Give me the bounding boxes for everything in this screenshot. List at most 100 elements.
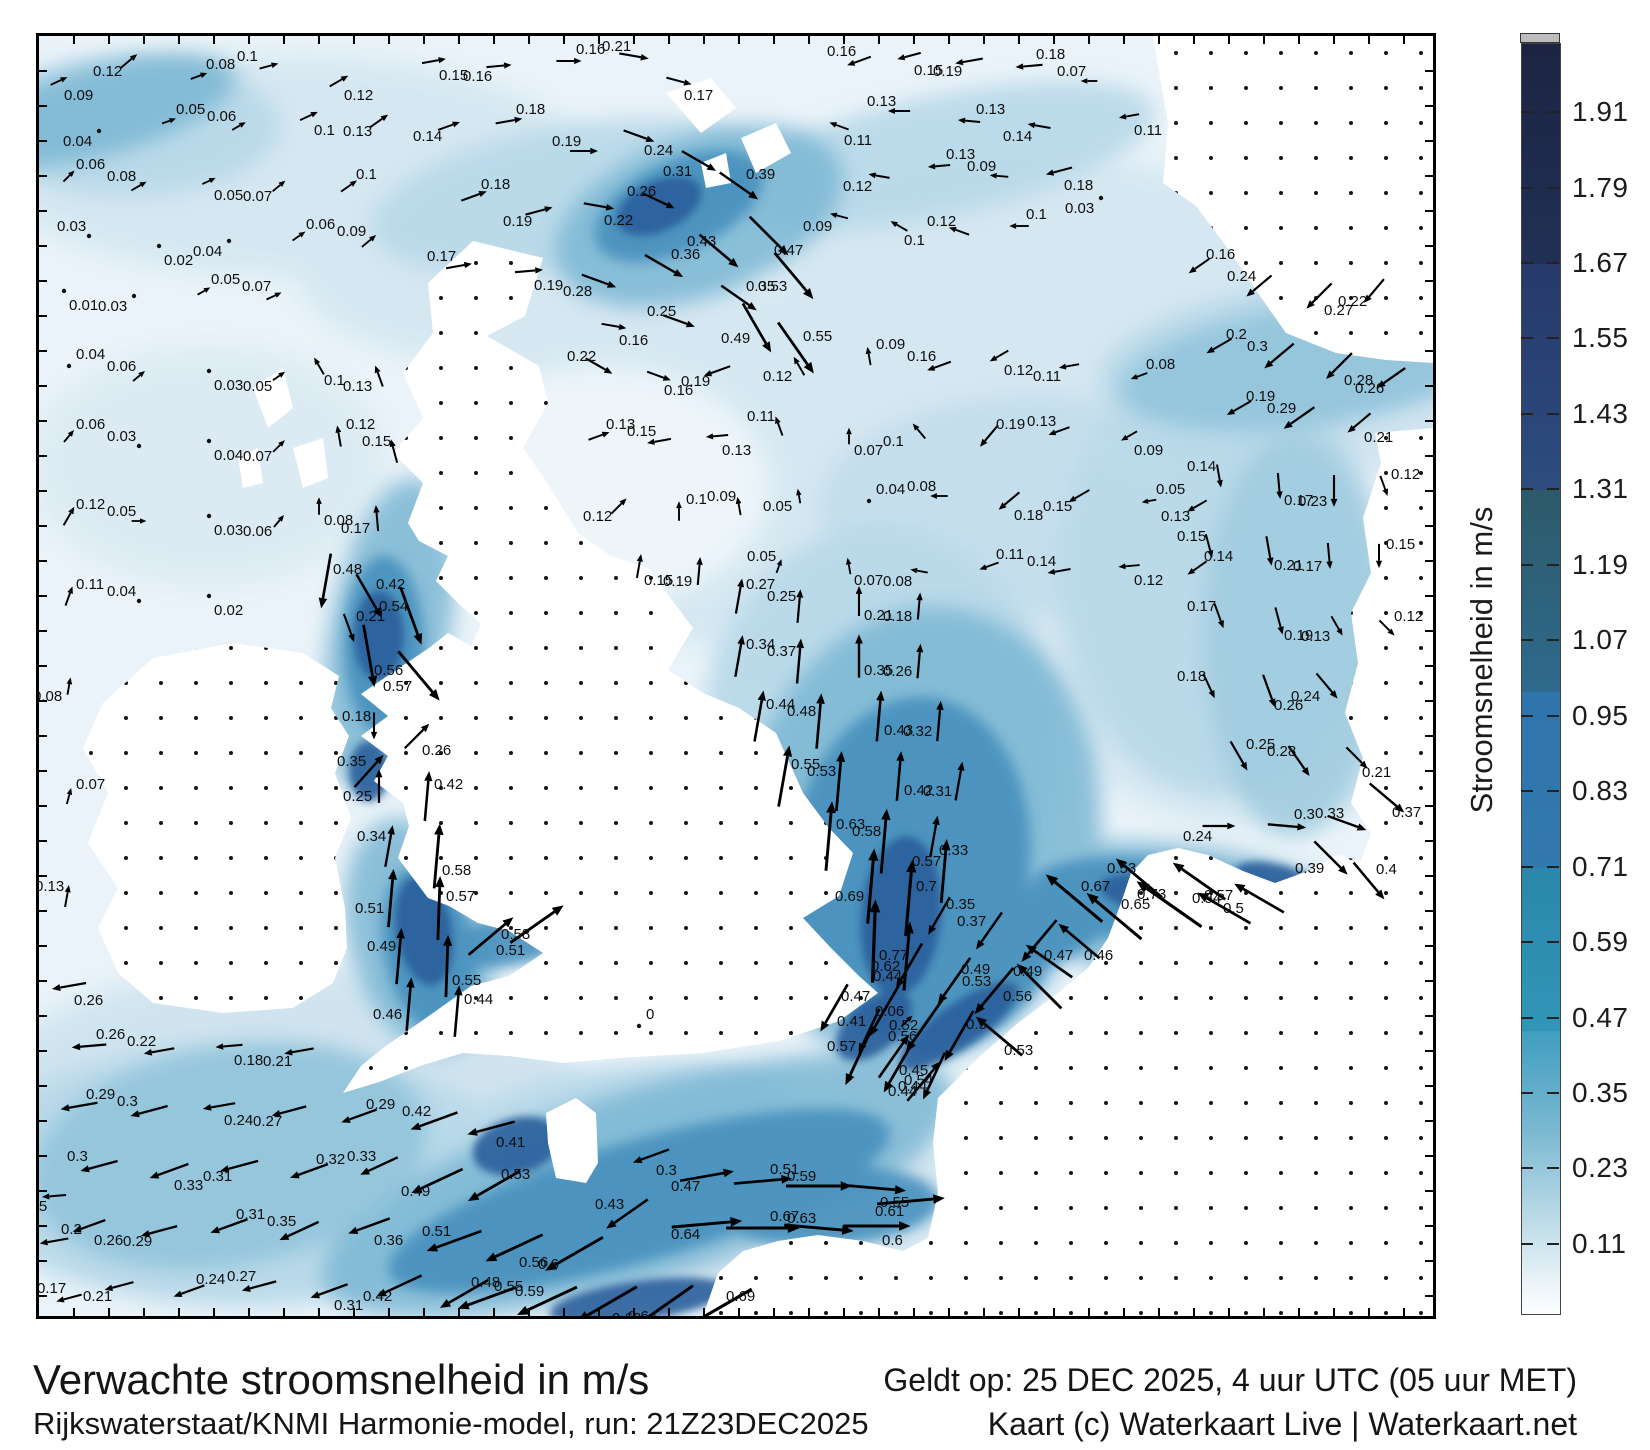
colorbar-tick-mark [1547,111,1559,114]
current-speed-value: 0.2 [1226,326,1247,343]
current-arrowhead [816,693,825,704]
current-speed-value: 0.08 [883,573,912,590]
current-arrow [710,365,731,375]
current-arrow [180,1284,205,1295]
current-arrowhead [868,172,876,179]
current-arrow [902,933,911,991]
current-speed-value: 0.64 [628,1308,657,1316]
current-arrow [934,164,951,168]
current-arrowhead [1375,889,1385,900]
current-speed-value: 0.57 [912,853,941,870]
current-arrowhead [278,371,286,378]
colorbar-tick-mark [1547,1167,1559,1170]
current-speed-value: 0.19 [552,133,581,150]
current-arrow [795,647,802,684]
current-arrowhead [748,190,759,200]
current-arrow [50,79,62,86]
current-speed-value: 0.42 [434,776,463,793]
current-speed-value: 0.42 [904,782,933,799]
current-speed-value: 0.13 [343,378,372,395]
current-arrowhead [535,267,543,274]
current-arrowhead [640,53,649,61]
current-arrow [453,995,460,1037]
current-speed-value: 0.55 [494,1278,523,1295]
current-arrowhead [1208,690,1215,699]
current-arrow [623,129,648,140]
current-arrow [879,819,888,874]
current-speed-value: 0.04 [214,447,243,464]
current-speed-value: 0.33 [939,842,968,859]
current-speed-value: 0.15 [1043,498,1072,515]
current-speed-value: 0.15 [39,1198,47,1215]
current-arrowhead [373,504,380,513]
current-arrow [353,760,379,788]
colorbar-tick-mark [1547,1091,1559,1094]
current-arrow [815,703,822,749]
colorbar-tick-mark [1521,790,1533,793]
current-speed-value: 0.37 [767,643,796,660]
current-speed-value: 0.08 [39,688,62,705]
current-arrowhead [375,769,383,778]
current-arrow [1290,406,1316,425]
current-arrowhead [428,689,440,701]
current-speed-value: 0.16 [827,43,856,60]
current-speed-value: 0.24 [644,142,673,159]
current-speed-value: 0.31 [203,1168,232,1185]
current-arrow [1311,282,1333,304]
current-speed-value: 0.24 [1291,688,1320,705]
colorbar-segment [1522,264,1560,491]
current-arrow [1136,372,1148,378]
current-speed-value: 0.09 [337,223,366,240]
current-arrowhead [60,1104,70,1112]
current-arrow [1034,124,1051,129]
current-speed-value: 0.32 [903,723,932,740]
current-arrow [1216,464,1221,481]
current-arrow [824,983,849,1024]
current-arrow [423,780,430,821]
current-speed-value: 0.49 [1013,963,1042,980]
grid-dot [206,438,212,444]
current-arrowhead [369,235,377,242]
current-speed-value: 0.13 [1161,508,1190,525]
current-speed-value: 0.24 [224,1112,253,1129]
current-speed-value: 0.21 [1274,557,1303,574]
current-arrow [197,289,206,296]
current-speed-value: 0.11 [996,546,1024,563]
current-speed-value: 0.26 [627,183,656,200]
current-arrowhead [1394,803,1405,813]
current-arrow [867,353,872,366]
current-speed-value: 0.53 [758,278,787,295]
current-speed-value: 0.19 [534,277,563,294]
current-arrowhead [284,1048,293,1056]
current-speed-value: 0.43 [595,1196,624,1213]
current-arrow [273,519,281,528]
current-speed-value: 0.47 [774,242,803,259]
current-arrowhead [67,170,75,178]
current-speed-value: 0.17 [341,520,370,537]
current-speed-value: 0.39 [1295,860,1324,877]
current-speed-value: 0.25 [1246,736,1275,753]
current-arrow [984,424,999,442]
current-arrowhead [883,1080,894,1093]
current-arrow [120,57,133,69]
current-arrowhead [1277,626,1284,635]
current-arrow [962,57,983,64]
current-speed-value: 0.6 [882,1232,903,1249]
current-arrowhead [1021,951,1032,962]
current-speed-value: 0.5 [1223,900,1244,917]
current-arrowhead [168,118,176,124]
current-speed-value: 0.18 [481,176,510,193]
grid-dot [206,368,212,374]
current-speed-value: 0.1 [314,122,335,139]
current-arrowhead [590,147,599,155]
current-speed-value: 0.47 [841,988,870,1005]
current-arrowhead [278,180,286,188]
current-arrowhead [944,1049,954,1061]
grid-dot [866,498,872,504]
grid-dot [131,293,137,299]
current-arrow [906,1067,936,1102]
current-arrow [996,174,1009,178]
current-arrowhead [955,58,964,66]
current-speed-value: 0.12 [1394,608,1423,625]
current-speed-value: 0.46 [1084,947,1113,964]
